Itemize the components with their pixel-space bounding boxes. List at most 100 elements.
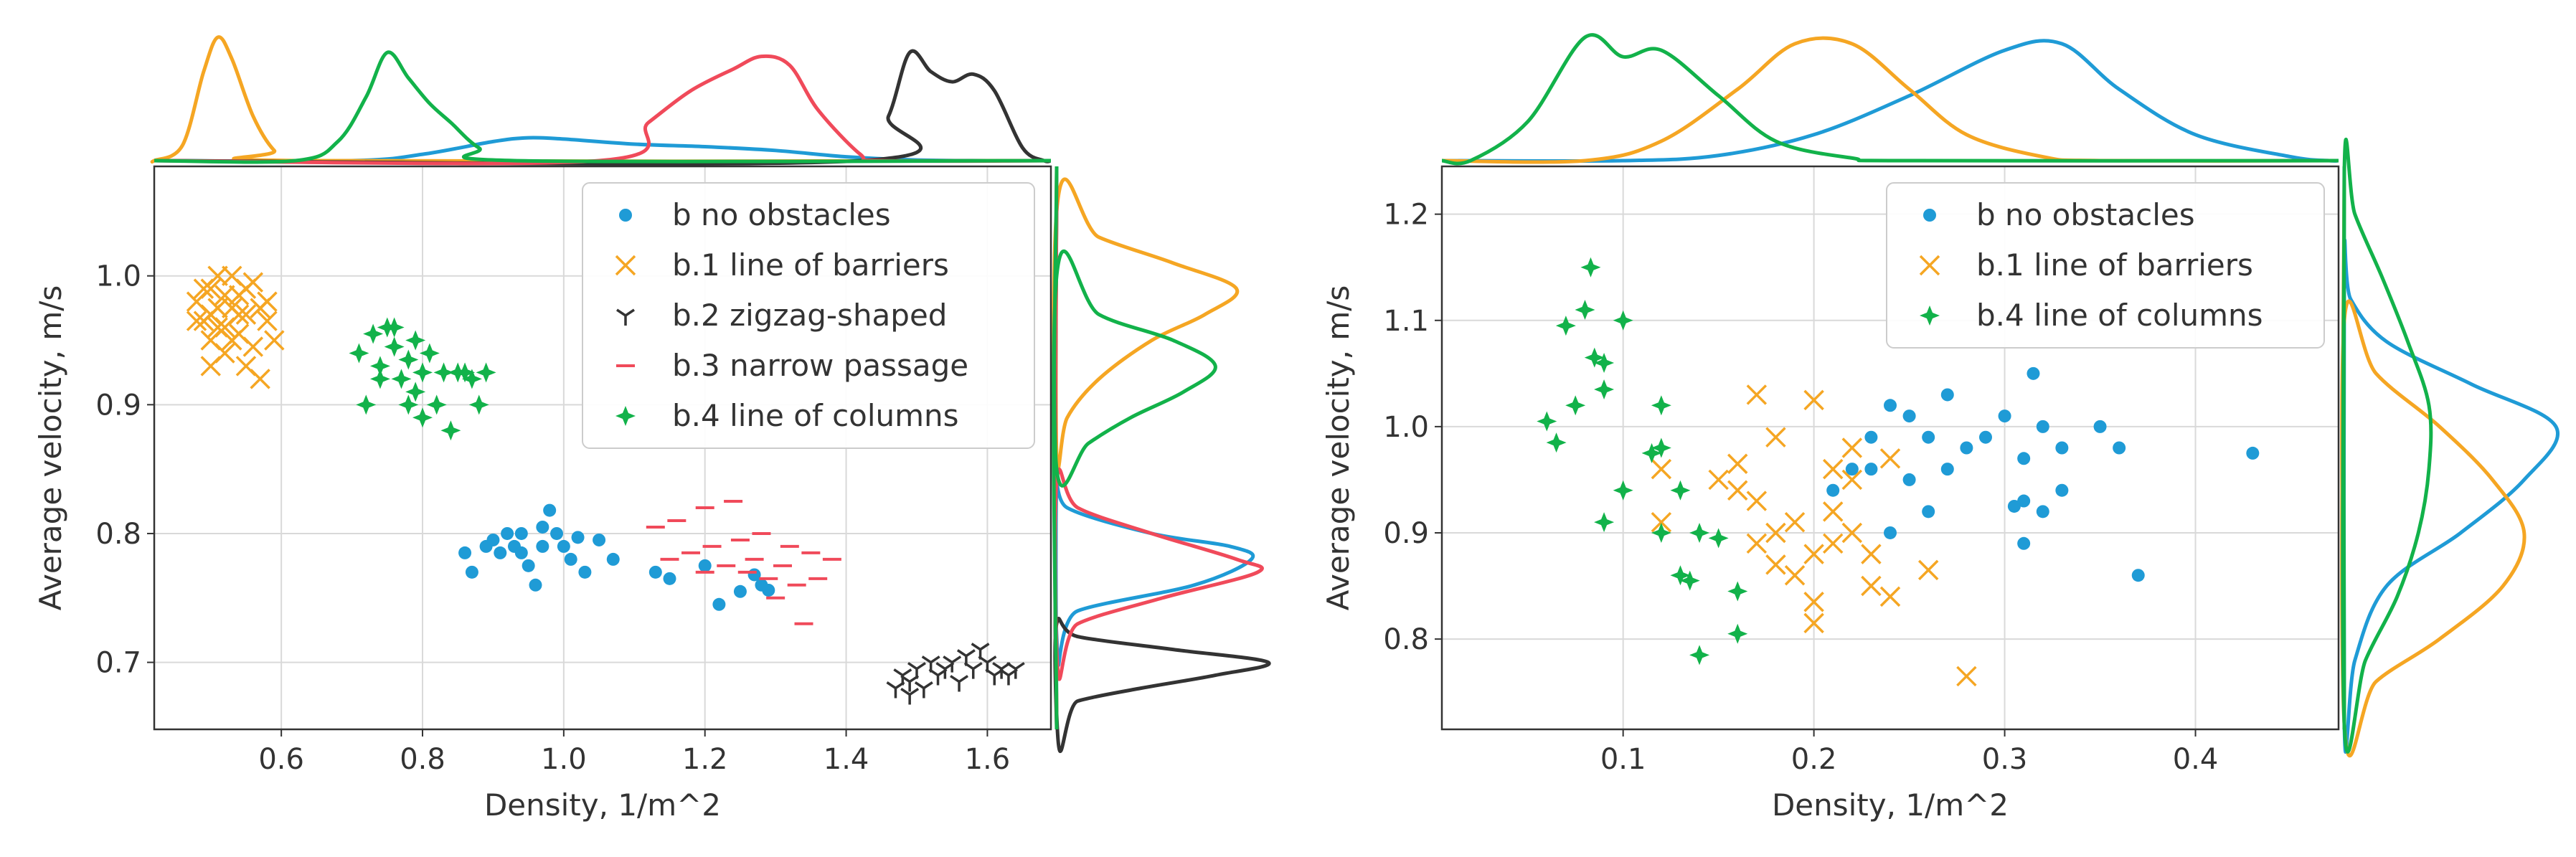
data-point <box>501 526 514 540</box>
data-point <box>1594 379 1615 400</box>
data-point <box>593 533 606 546</box>
data-point <box>1689 522 1710 543</box>
data-point <box>1902 473 1916 486</box>
top-kde-5 <box>154 50 1052 164</box>
data-point <box>2036 505 2049 519</box>
data-point <box>963 662 983 679</box>
data-point <box>943 655 962 673</box>
legend-label: b.4 line of columns <box>1976 298 2263 333</box>
data-point <box>426 394 447 415</box>
data-point <box>412 407 433 428</box>
legend-marker <box>615 255 636 276</box>
data-point <box>1546 432 1567 453</box>
data-point <box>486 533 500 546</box>
data-point <box>1765 554 1786 575</box>
data-point <box>405 330 426 351</box>
data-point <box>907 662 926 679</box>
data-point <box>1922 430 1935 444</box>
series-1-points <box>458 503 775 611</box>
data-point <box>606 552 620 566</box>
data-point <box>1864 430 1878 444</box>
data-point <box>514 526 528 540</box>
data-point <box>412 362 433 383</box>
right-kde-3 <box>2341 137 2433 754</box>
data-point <box>1565 395 1586 416</box>
plot-frame <box>1440 165 2340 731</box>
data-point <box>663 572 676 585</box>
legend-marker <box>616 308 635 326</box>
legend: b no obstacles b.1 line of barriers b.4 li… <box>1886 182 2325 349</box>
data-point <box>1594 512 1615 533</box>
chart-1: 0.6 0.8 1.0 1.2 1.4 1.6 0.7 0.8 0.9 1.0 Density, 1… <box>33 35 1271 823</box>
data-point <box>1841 522 1863 544</box>
data-point <box>1978 430 1992 444</box>
chart-2: 0.1 0.2 0.3 0.4 0.8 0.9 1.0 1.1 1.2 Density, 1/m^… <box>1321 33 2560 823</box>
series-3-points <box>1537 257 1748 666</box>
right-kde-3 <box>1053 166 1271 753</box>
x-tick-label: 0.8 <box>400 743 445 776</box>
data-point <box>1822 501 1844 522</box>
data-point <box>1727 453 1748 474</box>
data-point <box>914 681 933 699</box>
x-tick-label: 1.4 <box>824 743 869 776</box>
data-point <box>369 369 390 389</box>
legend-label: b.2 zigzag-shaped <box>672 298 947 333</box>
data-point <box>1746 533 1768 554</box>
y-tick-label: 1.0 <box>1383 411 1429 444</box>
data-point <box>1822 458 1844 480</box>
data-point <box>1861 544 1882 564</box>
data-point <box>1679 570 1700 591</box>
data-point <box>1917 559 1939 581</box>
data-point <box>2007 499 2021 513</box>
data-point <box>2017 452 2031 465</box>
x-tick-label: 1.0 <box>541 743 587 776</box>
data-point <box>476 362 496 383</box>
x-tick-label: 0.6 <box>258 743 304 776</box>
top-kde-3 <box>1441 33 2339 166</box>
data-point <box>950 675 969 692</box>
data-point <box>2093 420 2107 433</box>
data-point <box>384 336 405 357</box>
x-tick-label: 0.3 <box>1982 743 2028 776</box>
data-point <box>1956 666 1977 687</box>
legend-marker <box>1923 209 1936 222</box>
data-point <box>1960 441 1973 455</box>
data-point <box>762 583 775 597</box>
series-3-points <box>886 643 1025 705</box>
data-point <box>900 688 920 705</box>
top-kde-3 <box>154 49 1052 166</box>
data-point <box>2055 483 2069 497</box>
data-point <box>1803 544 1824 564</box>
data-point <box>1845 463 1859 476</box>
legend-marker <box>1919 255 1940 276</box>
data-point <box>571 531 585 544</box>
data-point <box>2055 441 2069 455</box>
data-point <box>1727 581 1748 602</box>
data-point <box>384 317 405 338</box>
data-point <box>2131 569 2145 582</box>
data-point <box>1784 564 1806 586</box>
legend-marker <box>615 406 636 426</box>
data-point <box>1765 427 1786 448</box>
y-tick-label: 0.8 <box>95 518 141 551</box>
legend-marker <box>1920 306 1940 326</box>
data-point <box>468 394 489 415</box>
y-tick-label: 1.0 <box>95 260 141 293</box>
legend-label: b.1 line of barriers <box>672 247 949 283</box>
data-point <box>2017 536 2031 550</box>
y-tick-label: 0.8 <box>1383 623 1429 656</box>
y-tick-label: 0.7 <box>95 647 141 680</box>
y-axis-title: Average velocity, m/s <box>1321 285 1356 611</box>
data-point <box>391 369 412 389</box>
data-point <box>1670 565 1691 586</box>
data-point <box>257 291 278 312</box>
top-kde-2 <box>1441 36 2339 164</box>
data-point <box>1940 463 1954 476</box>
x-tick-label: 0.2 <box>1791 743 1837 776</box>
data-point <box>1861 575 1882 597</box>
data-point <box>461 369 482 389</box>
legend-label: b no obstacles <box>672 197 891 232</box>
data-point <box>405 382 426 402</box>
data-point <box>514 546 528 559</box>
data-point <box>557 539 570 553</box>
